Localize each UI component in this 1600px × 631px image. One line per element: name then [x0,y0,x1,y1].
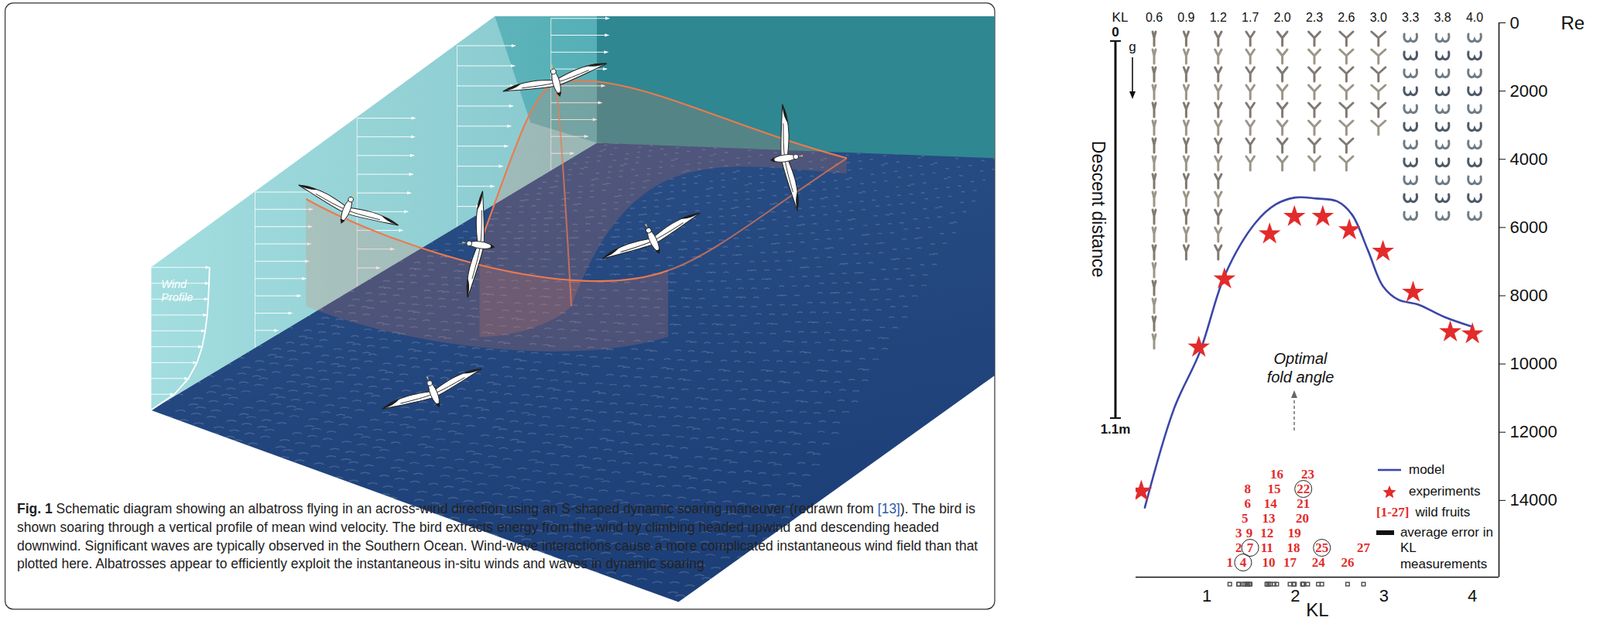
html-text:model: model [1408,462,1445,477]
svg-text:6: 6 [1243,496,1251,511]
svg-text:Optimalfold angle: Optimalfold angle [1267,349,1335,386]
svg-text:2: 2 [1290,585,1300,606]
svg-text:9: 9 [1246,525,1254,541]
svg-text:12000: 12000 [1510,421,1558,442]
svg-text:15: 15 [1267,481,1281,497]
svg-text:17: 17 [1283,555,1298,570]
svg-text:KL: KL [1305,599,1329,621]
svg-text:4: 4 [1467,585,1477,606]
svg-text:20: 20 [1295,510,1309,526]
svg-text:22: 22 [1296,481,1310,497]
svg-text:Descent distance: Descent distance [1088,140,1109,278]
svg-text:g: g [1128,39,1136,55]
svg-text:Re: Re [1561,12,1586,34]
svg-text:4000: 4000 [1510,149,1549,169]
svg-text:0.9: 0.9 [1177,10,1195,24]
html-text:average error in KL measuremen: average error in KL measurements [1400,524,1494,572]
svg-text:2: 2 [1235,540,1243,556]
svg-text:KL: KL [1112,10,1129,25]
svg-text:10000: 10000 [1510,353,1558,374]
svg-text:8: 8 [1243,481,1251,497]
svg-text:4: 4 [1240,555,1248,570]
svg-text:3: 3 [1379,585,1389,606]
svg-text:2.0: 2.0 [1273,10,1291,24]
svg-text:3: 3 [1235,525,1243,541]
svg-text:14000: 14000 [1510,489,1558,510]
svg-text:1: 1 [1202,585,1212,606]
svg-text:3.8: 3.8 [1433,10,1451,24]
svg-text:Wind: Wind [161,277,188,291]
svg-text:12: 12 [1260,525,1274,541]
svg-text:4.0: 4.0 [1466,10,1484,24]
svg-text:10: 10 [1262,555,1276,570]
svg-text:0.6: 0.6 [1145,10,1163,24]
svg-text:18: 18 [1287,540,1301,556]
svg-text:21: 21 [1296,496,1310,511]
svg-text:Profile: Profile [161,291,193,304]
svg-text:1.2: 1.2 [1209,10,1227,24]
svg-text:5: 5 [1241,510,1249,526]
svg-text:0: 0 [1111,24,1119,40]
svg-text:11: 11 [1260,540,1274,556]
svg-text:14: 14 [1264,496,1278,511]
svg-text:2.6: 2.6 [1337,10,1355,24]
svg-text:25: 25 [1315,540,1329,556]
svg-text:3.0: 3.0 [1370,10,1388,24]
svg-text:23: 23 [1301,466,1315,482]
html-text:experiments: experiments [1408,483,1481,499]
svg-text:19: 19 [1288,525,1302,541]
svg-text:3.3: 3.3 [1401,10,1419,24]
svg-text:6000: 6000 [1510,217,1549,237]
svg-text:27: 27 [1356,540,1371,556]
svg-text:7: 7 [1247,540,1254,556]
svg-text:13: 13 [1262,510,1276,526]
svg-text:2000: 2000 [1510,81,1549,101]
svg-text:1: 1 [1226,555,1234,570]
svg-text:0: 0 [1510,13,1520,33]
svg-text:16: 16 [1270,466,1284,482]
svg-text:2.3: 2.3 [1305,10,1323,24]
html-text:[1-27] wild fruits: [1-27] wild fruits [1376,504,1471,520]
svg-text:8000: 8000 [1510,285,1549,305]
svg-text:24: 24 [1312,555,1326,570]
svg-text:26: 26 [1340,555,1354,570]
html-text:Fig. 1 Schematic diagram showi: Fig. 1 Schematic diagram showing an alba… [17,500,978,572]
svg-text:1.7: 1.7 [1241,10,1259,24]
svg-text:1.1m: 1.1m [1100,421,1131,437]
